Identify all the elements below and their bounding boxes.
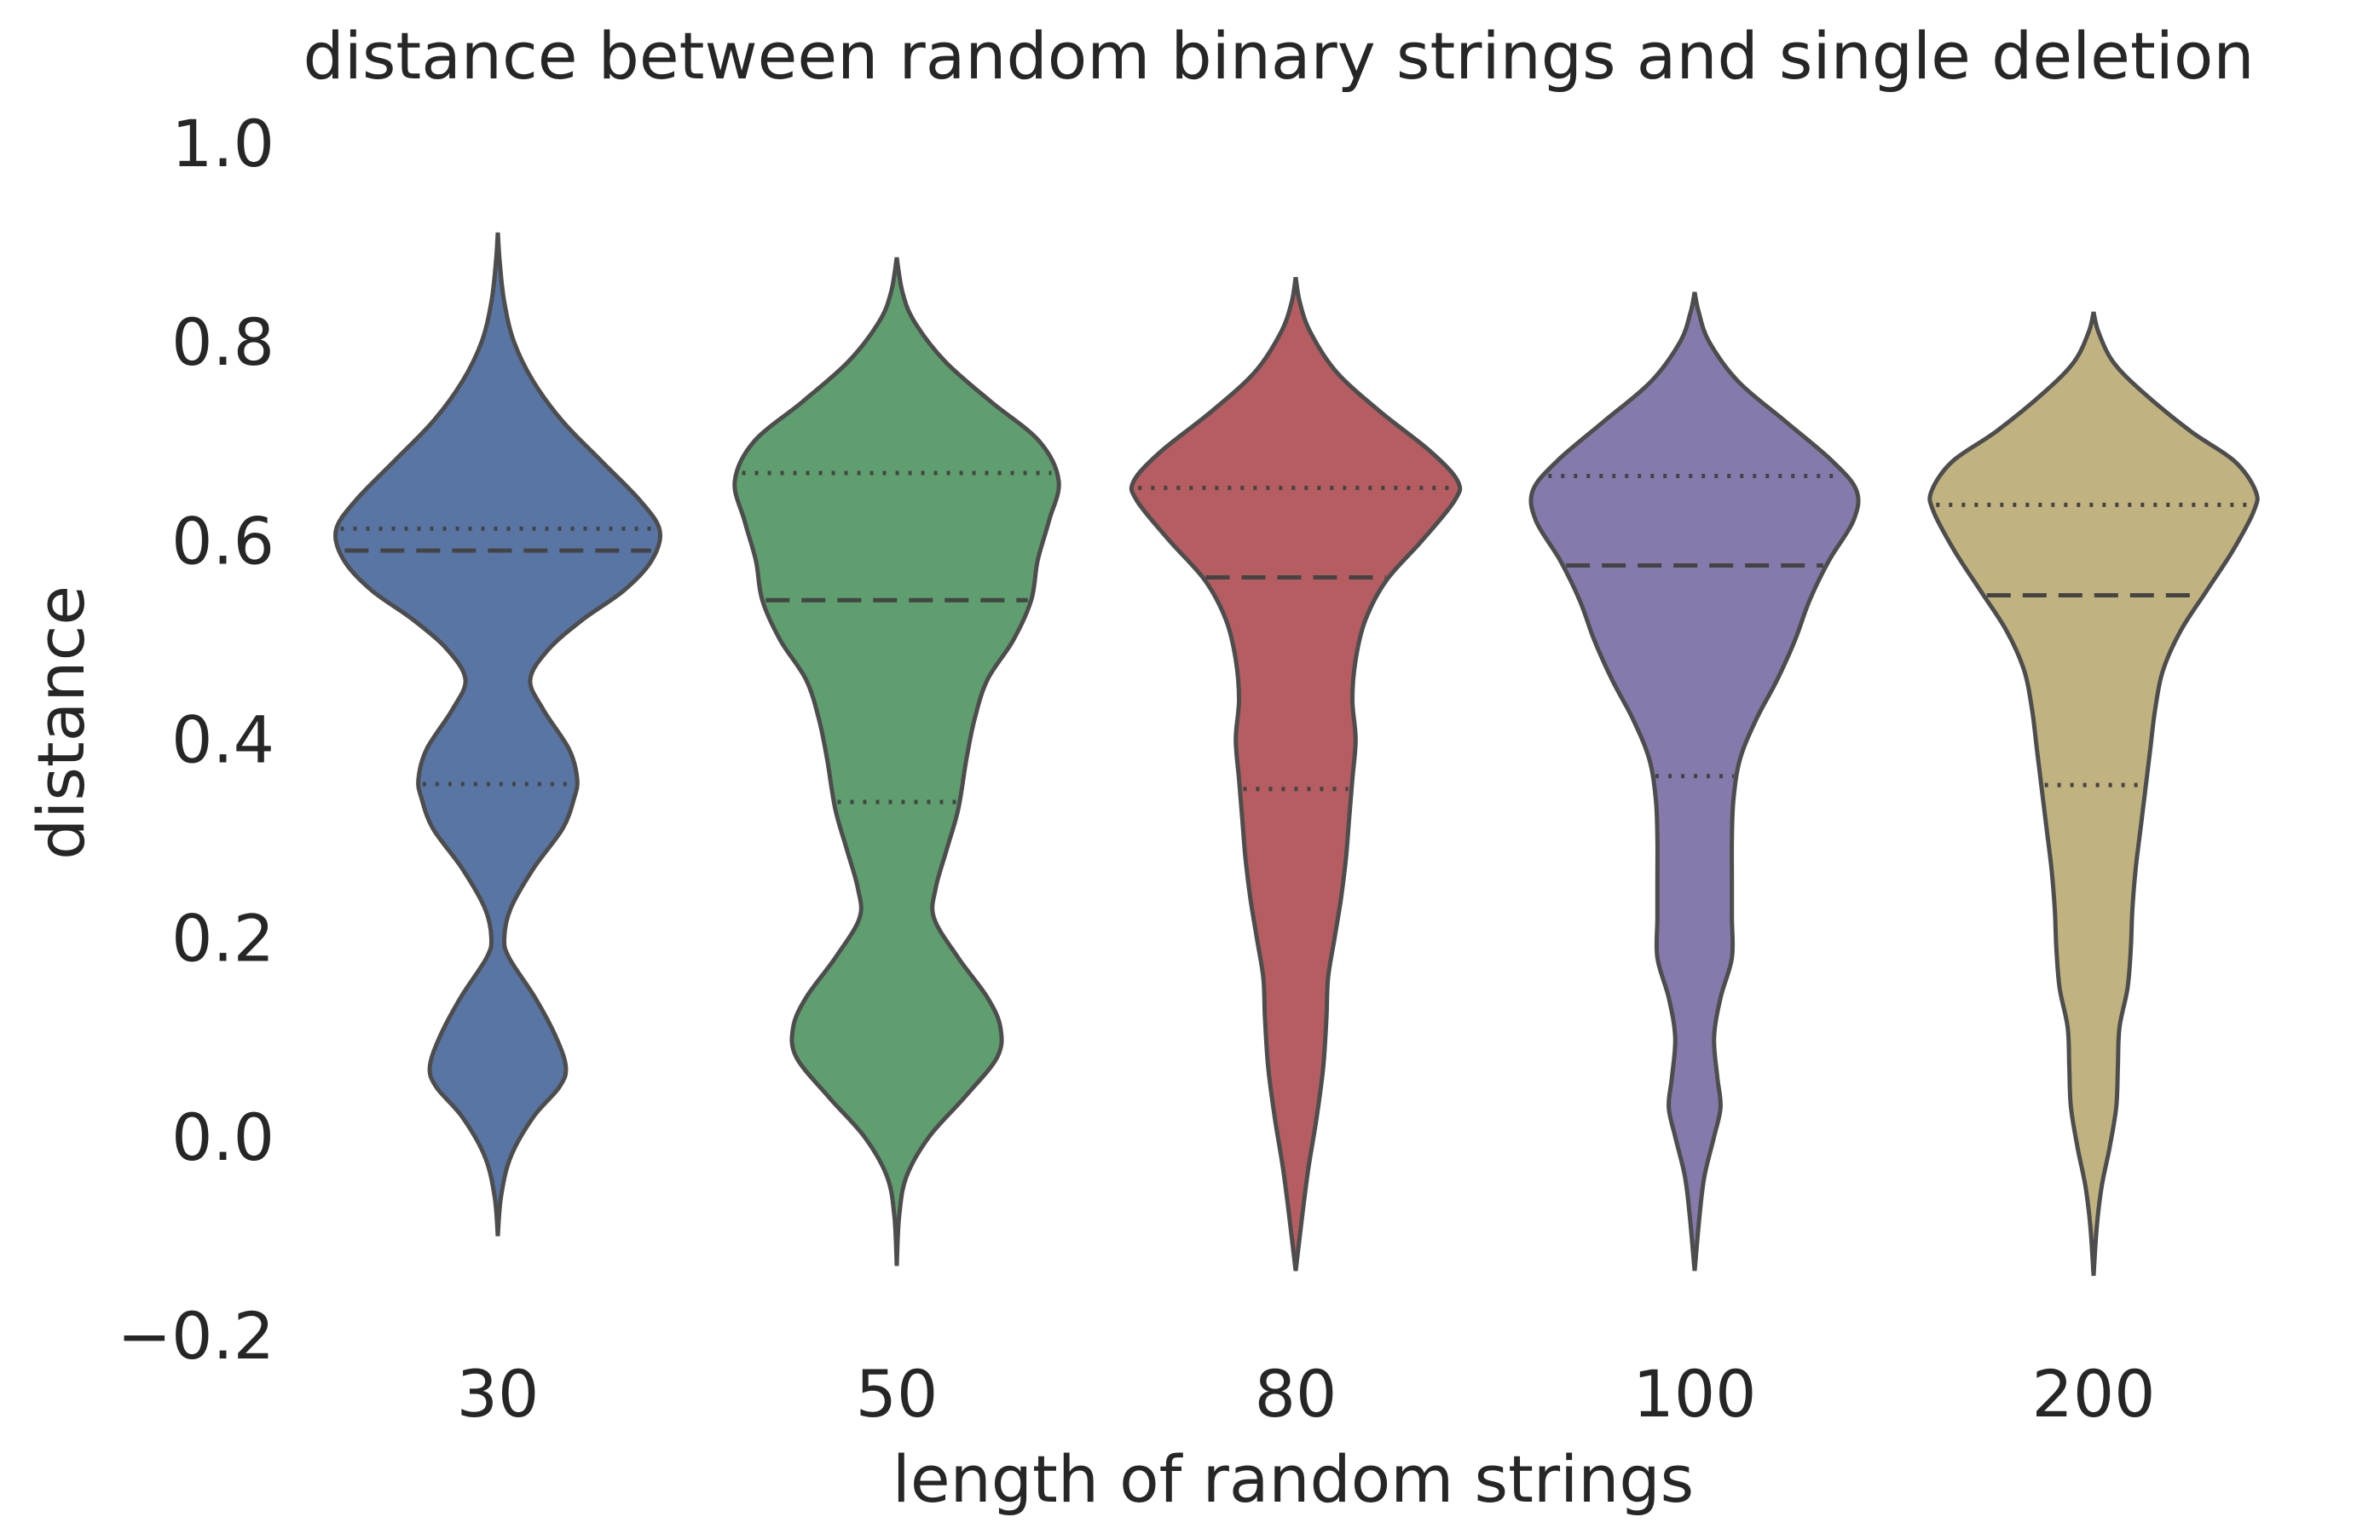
y-tick-label: −0.2 [117,1298,274,1374]
violin-50 [732,257,1061,1266]
x-tick-label: 50 [856,1356,939,1432]
violin-200 [1927,311,2260,1277]
y-tick-label: 0.6 [171,503,274,579]
y-tick-label: 0.0 [171,1099,274,1175]
violin-80 [1129,276,1463,1272]
violin-body [1129,276,1463,1272]
y-tick-label: 1.0 [171,106,274,182]
x-axis-label: length of random strings [892,1441,1695,1517]
y-tick-label: 0.8 [171,304,274,380]
x-tick-label: 200 [2031,1356,2155,1432]
x-tick-label: 30 [457,1356,540,1432]
violin-body [1927,311,2260,1277]
violin-30 [332,232,663,1237]
y-tick-label: 0.4 [171,702,274,778]
violin-body [732,257,1061,1266]
violin-100 [1528,291,1861,1272]
x-axis-ticks: 30 50 80 100 200 [457,1356,2156,1432]
chart-title: distance between random binary strings a… [303,18,2254,94]
y-tick-label: 0.2 [171,901,274,977]
violins [332,232,2260,1277]
x-tick-label: 80 [1255,1356,1337,1432]
x-tick-label: 100 [1632,1356,1756,1432]
y-axis-ticks: −0.2 0.0 0.2 0.4 0.6 0.8 1.0 [117,106,274,1374]
y-axis-label: distance [23,585,99,860]
violin-body [1528,291,1861,1272]
violin-body [332,232,663,1237]
